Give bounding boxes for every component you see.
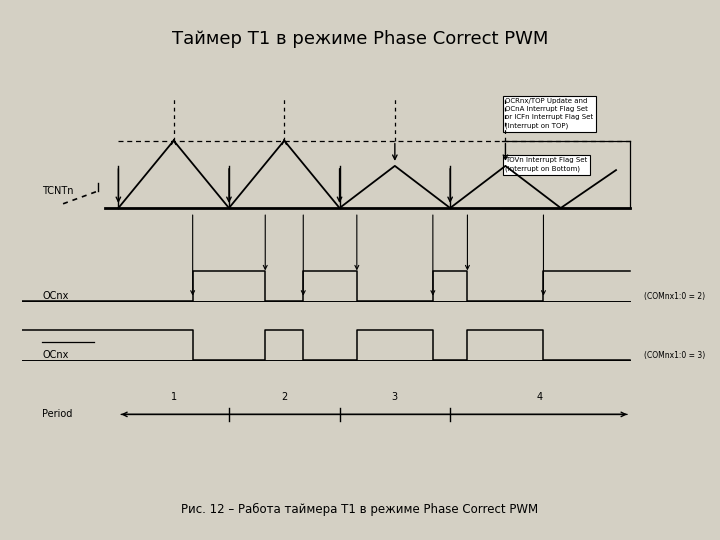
Text: TCNTn: TCNTn xyxy=(42,186,74,196)
Text: Period: Period xyxy=(42,409,73,420)
Text: (COMnx1:0 = 2): (COMnx1:0 = 2) xyxy=(644,292,705,301)
Text: OCRnx/TOP Update and
OCnA Interrupt Flag Set
or ICFn Interrupt Flag Set
(Interru: OCRnx/TOP Update and OCnA Interrupt Flag… xyxy=(505,98,593,129)
Text: 1: 1 xyxy=(171,392,176,402)
Text: TOVn Interrupt Flag Set
(Interrupt on Bottom): TOVn Interrupt Flag Set (Interrupt on Bo… xyxy=(505,158,588,172)
Text: 3: 3 xyxy=(392,392,398,402)
Text: OCnx: OCnx xyxy=(42,292,68,301)
Text: 2: 2 xyxy=(281,392,287,402)
Text: Рис. 12 – Работа таймера Т1 в режиме Phase Correct PWM: Рис. 12 – Работа таймера Т1 в режиме Pha… xyxy=(181,503,539,516)
Text: OCnx: OCnx xyxy=(42,350,68,360)
Text: Таймер Т1 в режиме Phase Correct PWM: Таймер Т1 в режиме Phase Correct PWM xyxy=(172,30,548,48)
Text: (COMnx1:0 = 3): (COMnx1:0 = 3) xyxy=(644,351,705,360)
Text: 4: 4 xyxy=(537,392,543,402)
